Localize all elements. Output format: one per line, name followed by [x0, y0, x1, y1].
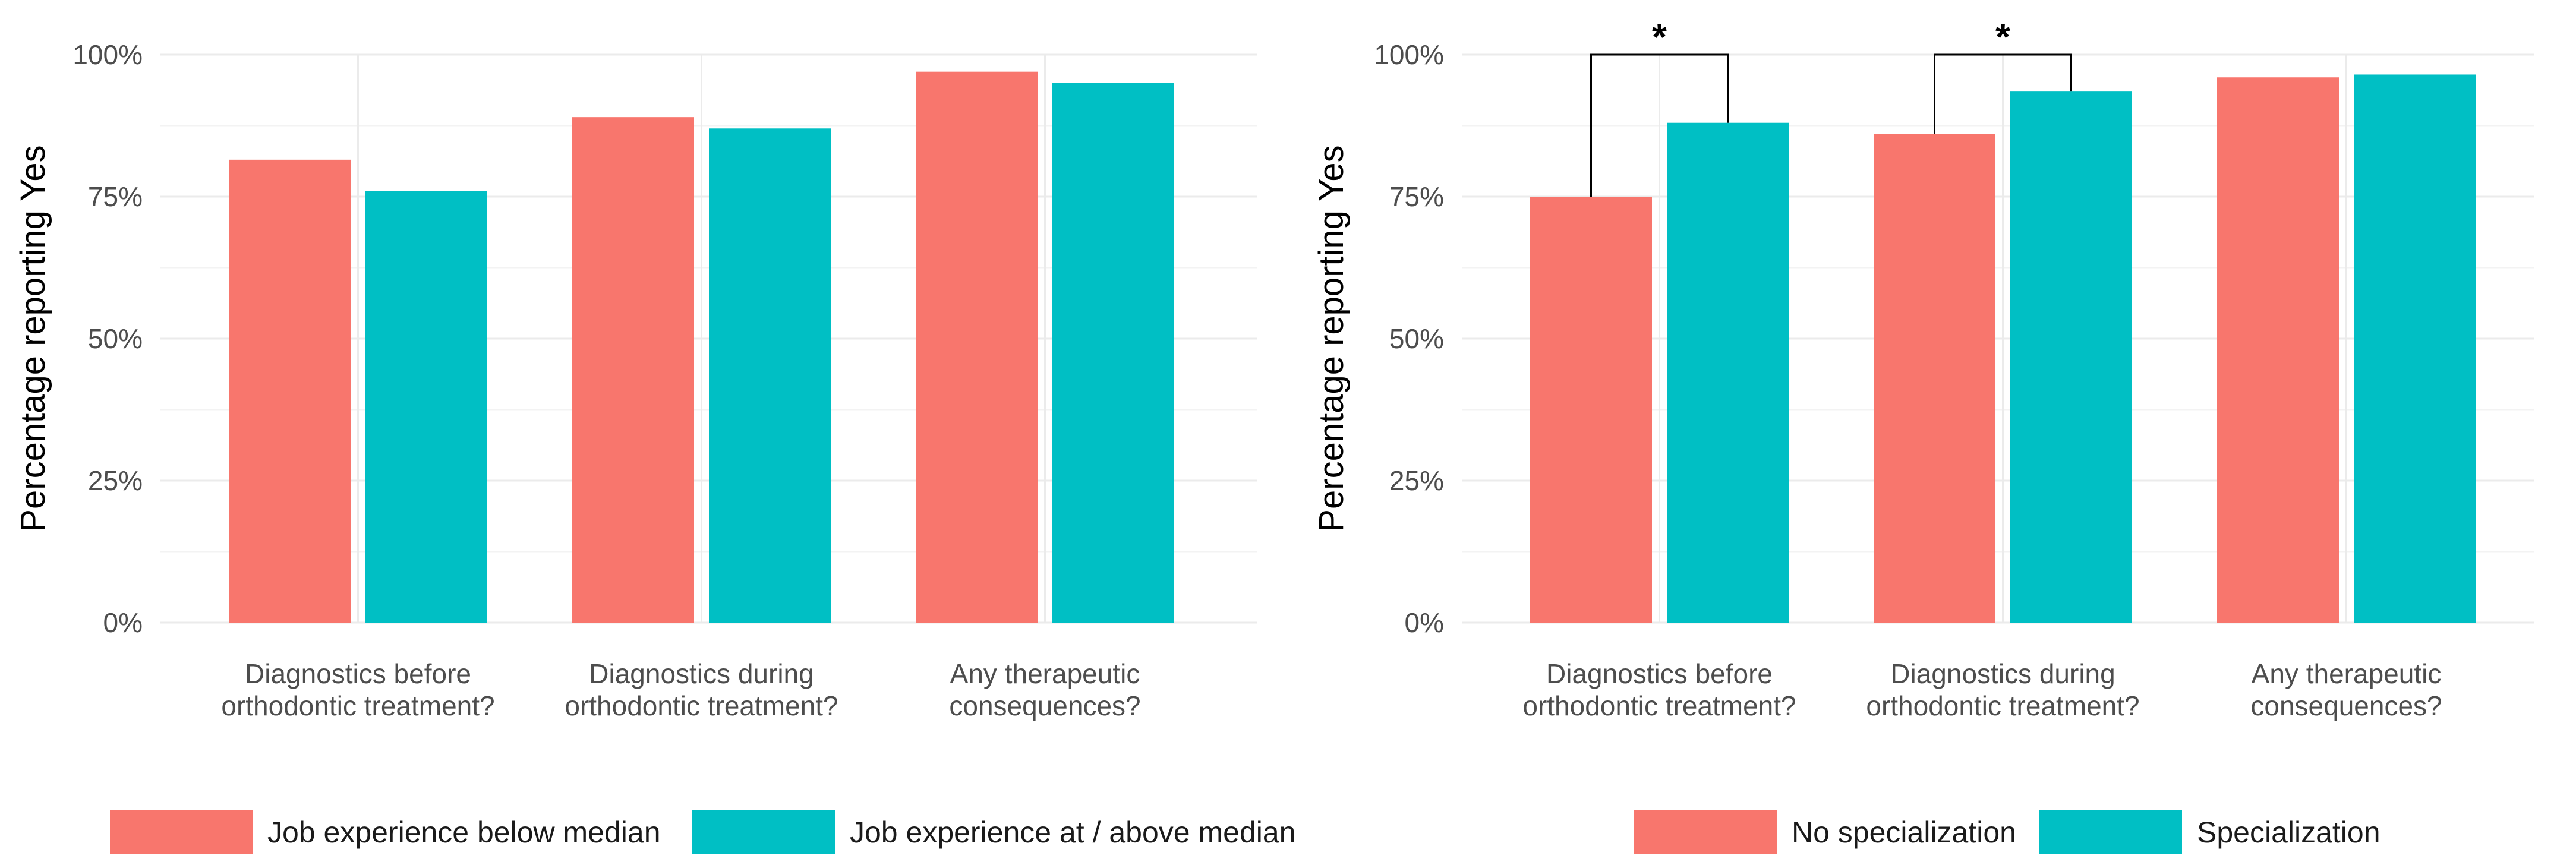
x-tick-label: Diagnostics before — [245, 658, 471, 689]
bar-group1-cat2 — [916, 71, 1038, 623]
y-tick-label: 75% — [1389, 181, 1444, 212]
bar-group2-cat0 — [1667, 122, 1789, 623]
significance-star: * — [1995, 15, 2010, 58]
y-tick-label: 50% — [88, 323, 143, 354]
bar-group1-cat0 — [1530, 197, 1652, 623]
legend-label: No specialization — [1792, 816, 2016, 849]
significance-bracket — [1590, 53, 1729, 197]
x-tick-label: Any therapeutic — [950, 658, 1140, 689]
y-tick-label: 0% — [1405, 607, 1444, 638]
bar-group2-cat2 — [1052, 83, 1174, 623]
y-tick-label: 25% — [88, 465, 143, 496]
x-tick-label: orthodontic treatment? — [1866, 690, 2139, 721]
significance-bracket — [1934, 53, 2072, 134]
y-tick-label: 100% — [72, 39, 143, 70]
bar-group1-cat0 — [229, 159, 351, 623]
legend-swatch-group2 — [692, 810, 835, 854]
legend-swatch-group2 — [2039, 810, 2182, 854]
legend-swatch-group1 — [1634, 810, 1777, 854]
legend-label: Job experience at / above median — [850, 816, 1296, 849]
legend-label: Specialization — [2197, 816, 2380, 849]
bar-group1-cat1 — [572, 117, 694, 623]
y-tick-label: 0% — [103, 607, 143, 638]
bar-group2-cat1 — [2010, 91, 2132, 623]
significance-star: * — [1652, 15, 1667, 58]
x-tick-label: Diagnostics before — [1546, 658, 1773, 689]
legend-swatch-group1 — [110, 810, 253, 854]
x-tick-label: orthodontic treatment? — [221, 690, 494, 721]
chart-panel-right: 0%25%50%75%100%Diagnostics beforeorthodo… — [1312, 15, 2534, 854]
x-tick-label: consequences? — [949, 690, 1140, 721]
bar-group2-cat1 — [709, 128, 831, 623]
y-axis-title: Percentage reporting Yes — [1312, 145, 1351, 532]
x-tick-label: orthodontic treatment? — [565, 690, 838, 721]
bar-group1-cat2 — [2217, 77, 2339, 623]
x-tick-label: Diagnostics during — [1890, 658, 2115, 689]
y-tick-label: 25% — [1389, 465, 1444, 496]
x-tick-label: consequences? — [2250, 690, 2442, 721]
y-tick-label: 50% — [1389, 323, 1444, 354]
y-axis-title: Percentage reporting Yes — [14, 145, 52, 532]
bar-group2-cat0 — [365, 191, 487, 623]
y-tick-label: 100% — [1374, 39, 1444, 70]
chart-panel-left: 0%25%50%75%100%Diagnostics beforeorthodo… — [14, 39, 1296, 854]
y-tick-label: 75% — [88, 181, 143, 212]
bar-group1-cat1 — [1874, 134, 1995, 623]
x-tick-label: orthodontic treatment? — [1522, 690, 1796, 721]
x-tick-label: Any therapeutic — [2252, 658, 2442, 689]
legend-label: Job experience below median — [267, 816, 661, 849]
bar-group2-cat2 — [2354, 74, 2476, 623]
x-tick-label: Diagnostics during — [589, 658, 814, 689]
